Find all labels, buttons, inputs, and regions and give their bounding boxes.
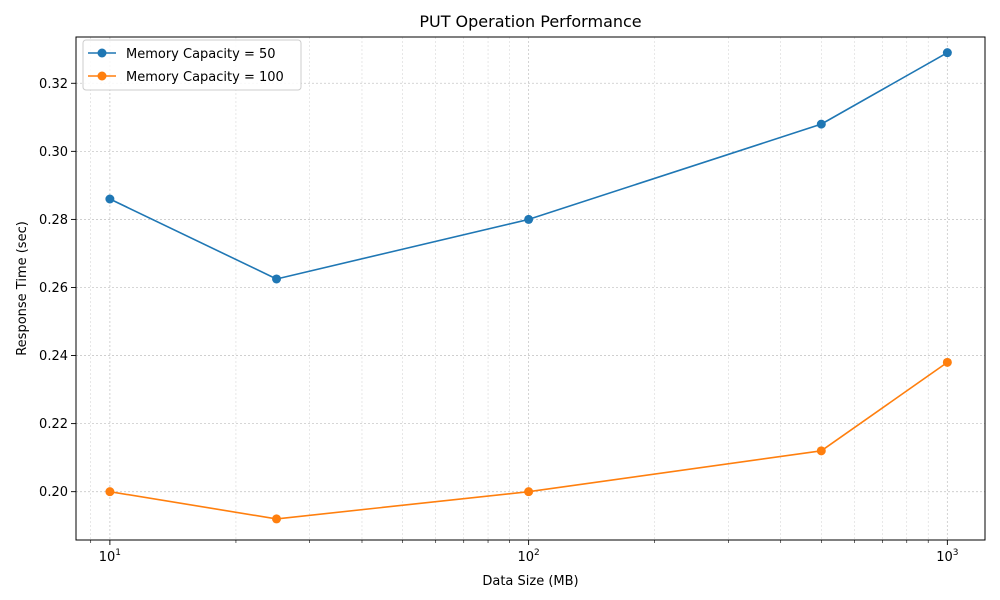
series-1-point [272,274,282,284]
series [105,48,952,524]
series-2-point [272,514,282,524]
plot-area [75,36,986,541]
legend-box [82,39,302,91]
legend: Memory Capacity = 50 Memory Capacity = 1… [82,39,302,91]
y-tick-label: 0.28 [39,213,68,228]
legend-marker-series-1 [97,48,107,58]
x-axis-label: Data Size (MB) [482,574,578,589]
series-2-point [524,487,534,497]
legend-marker-series-2 [97,71,107,81]
series-2-point [816,446,826,456]
series-1-point [942,48,952,58]
x-tick-label: 102 [517,548,539,565]
series-1-point [816,119,826,129]
legend-label-series-1: Memory Capacity = 50 [126,47,276,62]
series-2-point [942,357,952,367]
y-tick-label: 0.24 [39,349,68,364]
series-1-point [524,214,534,224]
x-tick-label: 101 [99,548,121,565]
axis-ticks: 101 102 103 0.20 0.22 0.24 0.26 0.28 0.30 0.32 [39,77,958,565]
y-tick-label: 0.32 [39,77,68,92]
x-tick-label: 103 [936,548,958,565]
grid [76,37,985,540]
series-1-point [105,194,115,204]
y-axis-label: Response Time (sec) [15,221,30,356]
chart-title: PUT Operation Performance [419,12,641,31]
y-tick-label: 0.20 [39,485,68,500]
legend-label-series-2: Memory Capacity = 100 [126,70,284,85]
y-tick-label: 0.26 [39,281,68,296]
y-tick-label: 0.22 [39,417,68,432]
series-2-point [105,487,115,497]
y-tick-label: 0.30 [39,145,68,160]
